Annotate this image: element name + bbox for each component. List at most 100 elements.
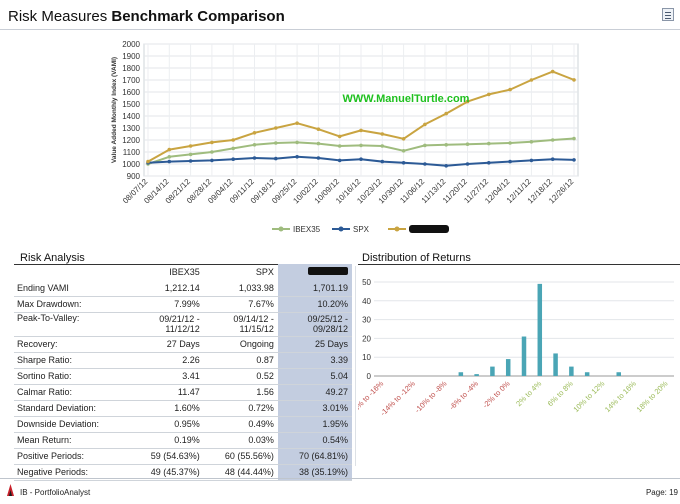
series-3-point [359,128,363,133]
legend-label-2: SPX [353,225,370,234]
y-tick-label: 50 [362,278,371,287]
x-tick-label: -10% to -8% [413,379,449,415]
series-3-point [465,99,470,104]
series-3-point [167,147,172,152]
legend-label-1: IBEX35 [293,225,321,234]
series-2-point [295,155,299,159]
legend-redaction [409,225,449,233]
series-2-point [210,158,214,163]
legend-marker-3 [394,226,400,232]
footer-app-name: IB - PortfolioAnalyst [20,488,91,497]
y-tick-label: 1300 [122,124,140,133]
bar [505,359,511,376]
series-1-point [401,149,406,153]
y-tick-label: 40 [362,297,371,306]
redaction-mark [308,267,348,275]
bar [458,372,464,376]
series-2-point [188,159,193,163]
risk-row-sharpe: Sharpe Ratio: 2.26 0.87 3.39 [14,352,352,369]
risk-row-sortino: Sortino Ratio: 3.41 0.52 5.04 [14,368,352,385]
y-tick-label: 2000 [122,40,140,49]
series-1-point [359,143,363,148]
x-tick-label: 6% to 8% [546,379,575,408]
risk-analysis-heading: Risk Analysis [20,252,85,264]
y-tick-label: 0 [367,372,372,381]
x-tick-label: 2% to 4% [514,379,543,408]
distribution-heading: Distribution of Returns [362,252,471,264]
series-3-point [252,131,257,135]
title-divider [0,29,680,30]
series-3-point [274,126,278,130]
y-tick-label: 1100 [123,148,141,157]
series-1-point [295,140,299,145]
series-2-point [252,156,257,160]
series-2-point [274,156,278,161]
series-1-point [550,138,555,142]
x-tick-label: 14% to 16% [603,379,638,414]
vami-line-chart: 900 1000 1100 1200 1300 1400 1500 1600 1700 1800 1… [111,40,579,234]
bar [553,353,558,376]
series-3-point [423,122,427,127]
series-3-point [487,92,491,97]
x-tick-label: 18% to 20% [635,379,670,414]
series-1-point [252,143,257,147]
risk-row-downside-dev: Downside Deviation: 0.95% 0.49% 1.95% [14,416,352,433]
series-1-point [231,146,235,151]
footer-page-number: Page: 19 [645,488,678,497]
footer-divider [0,478,680,479]
series-3-point [529,78,534,82]
series-1-point [337,144,342,148]
distribution-frame [355,266,680,466]
series-1-point [210,150,214,154]
series-3-point [210,140,214,145]
x-tick-label: -2% to 0% [481,379,512,410]
document-icon[interactable] [662,8,674,21]
legend-marker-2 [338,226,344,232]
series-3-point [337,134,342,139]
col-spx: SPX [255,267,274,277]
series-2-point [423,162,427,166]
y-tick-label: 900 [127,172,141,181]
series-2-point [550,157,555,161]
series-2-point [401,161,406,165]
series-1-point [508,141,512,145]
risk-header-row: IBEX35 SPX [14,264,352,280]
series-3-point [550,69,555,74]
risk-row-positive-periods: Positive Periods: 59 (54.63%) 60 (55.56%… [14,448,352,465]
y-tick-label: 1500 [122,100,140,109]
bar [569,366,574,376]
series-1-point [380,144,385,148]
series-2-point [444,164,449,168]
series-2-point [231,157,235,161]
risk-row-ending-vami: Ending VAMI 1,212.14 1,033.98 1,701.19 [14,280,352,297]
x-tick-label: 10% to 12% [571,379,606,414]
risk-row-mean-return: Mean Return: 0.19% 0.03% 0.54% [14,432,352,449]
page-title-bold: Benchmark Comparison [111,8,285,25]
series-3-point [188,144,193,148]
y-tick-label: 30 [362,316,371,325]
series-1-point [188,152,193,157]
series-1-point [465,142,470,146]
series-3-point [572,78,576,82]
distribution-rule [358,264,680,265]
bar [584,372,590,376]
series-1-point [316,141,321,146]
y-tick-label: 1000 [122,160,140,169]
y-tick-label: 1700 [122,76,140,85]
series-2-point [337,158,342,163]
series-2-point [572,158,576,162]
y-tick-label: 10 [362,353,371,362]
watermark-text: WWW.ManuelTurtle.com [343,93,470,105]
series-2-point [529,158,534,163]
series-1-point [167,155,172,159]
series-3-point [444,111,449,116]
series-2-point [487,161,491,165]
series-1-point [572,136,576,141]
y-tick-label: 1200 [122,136,140,145]
title-bar: Risk Measures Benchmark Comparison [0,0,680,34]
risk-analysis-rule [14,264,352,265]
series-2-point [465,162,470,166]
bar [521,336,527,376]
series-1-point [423,143,427,148]
